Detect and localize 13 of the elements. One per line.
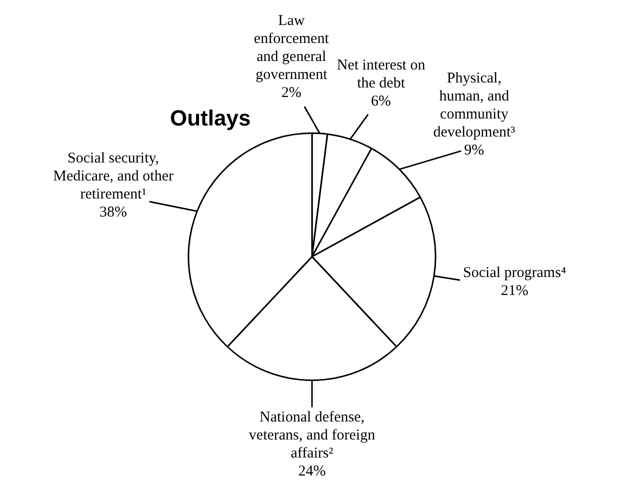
data-label: 24% <box>298 464 326 480</box>
slice-label: National defense, veterans, and foreign affairs² <box>248 410 376 462</box>
text: Outlays <box>170 105 251 130</box>
data-label: 6% <box>371 93 392 110</box>
data-label: 9% <box>464 142 484 159</box>
data-label: 38% <box>100 204 128 220</box>
slice-label: Physical, human, and community development³ <box>433 70 516 141</box>
slice-label: Law enforcement and general government <box>254 12 330 83</box>
slice-label: Social programs⁴ <box>463 264 566 281</box>
slice-label: Social security, Medicare, and other retirement¹ <box>53 150 174 202</box>
data-label: 2% <box>281 84 302 101</box>
data-label: 21% <box>500 282 528 299</box>
slice-label: Net interest on the debt <box>336 57 426 92</box>
